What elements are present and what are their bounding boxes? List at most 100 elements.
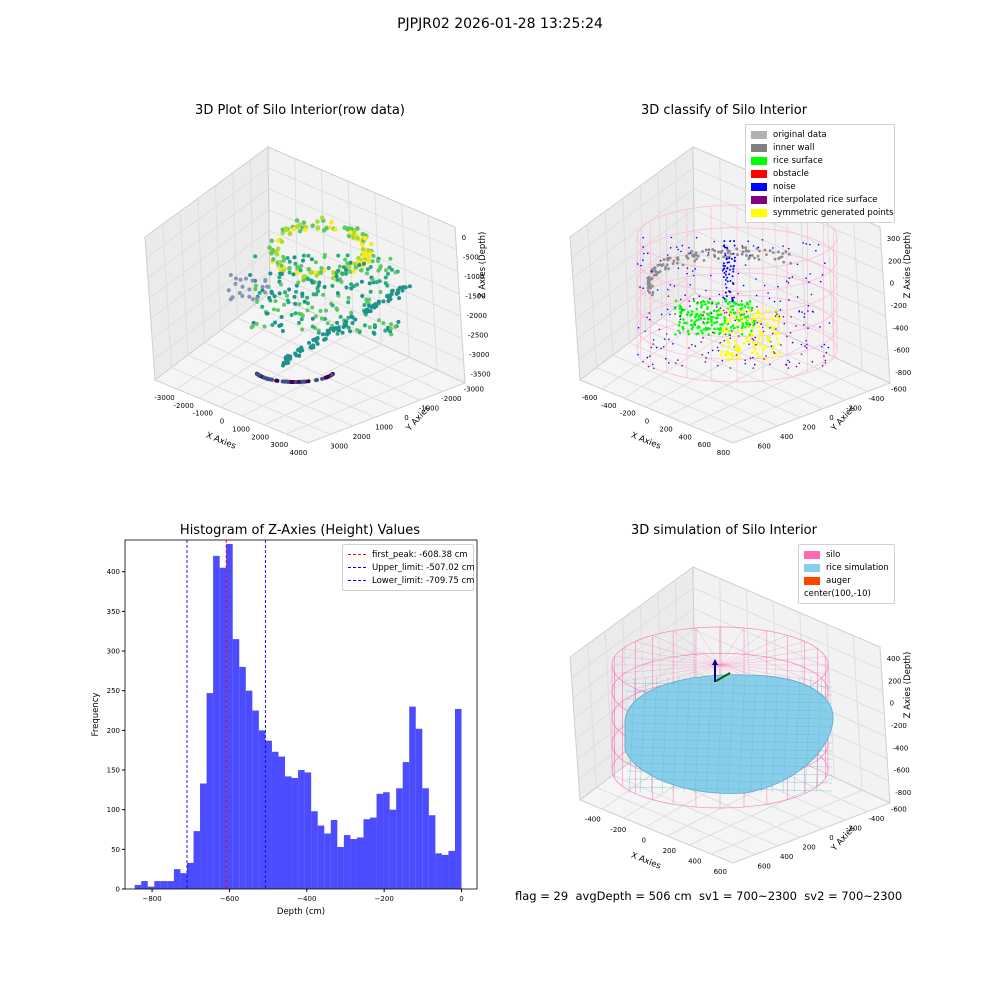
plot2-point [692,299,696,303]
plot1-point [319,266,324,271]
plot2-point [789,261,792,265]
plot2-point [744,246,748,250]
plot2-point [707,351,710,354]
plot4-silo-wire [719,664,818,682]
plot2-point [789,332,792,334]
plot1-point [297,228,303,234]
plot3-x-tick: −800 [142,895,161,903]
rice-surface-mesh [694,676,702,794]
plot2-point [730,257,733,260]
plot2-point [787,252,791,256]
plot2-point [723,267,726,270]
plot2-point [810,293,813,296]
plot2-point [823,355,825,357]
plot2-point [746,325,749,329]
plot2-point [648,291,652,295]
rice-surface-mesh [626,690,833,696]
plot2-point [725,318,729,322]
plot2-point [746,302,750,306]
histogram-bar [330,819,338,889]
plot2-point [743,310,746,313]
legend-label: original data [773,129,827,140]
plot1-z-tick: -2500 [468,331,488,339]
plot1-grid [285,369,438,435]
plot1-point [330,275,336,281]
plot1-point [346,300,351,305]
plot2-point [757,320,761,323]
plot2-point [651,284,654,288]
plot1-point [389,332,394,337]
plot2-point [719,341,722,344]
plot2-point [740,303,744,307]
plot2-point [753,363,756,366]
plot4-z-tick: -600 [894,767,910,775]
plot2-point [646,316,649,319]
plot3-y-tick: 150 [107,767,120,775]
plot2-point [667,288,669,291]
plot2-point [728,273,731,276]
plot4-grid [693,587,882,670]
plot2-point [773,352,776,354]
plot2-point [728,257,731,260]
plot2-point [709,318,713,322]
plot1-point [244,276,249,281]
plot2-point [769,327,771,329]
rice-surface-mesh [626,730,833,736]
plot3-y-tick: 400 [107,568,120,576]
plot2-point [774,309,778,312]
legend-label: Upper_limit: -507.02 cm [372,562,475,573]
plot1-point [368,264,373,269]
plot2-point [650,277,654,280]
plot1-point [293,311,298,316]
plot2-point [821,364,824,367]
plot2-point [770,326,774,330]
plot2-point [660,347,662,350]
histogram-bar [409,706,416,889]
plot1-grid [242,343,382,417]
plot1-point [313,337,318,342]
plot2-point [751,351,754,355]
plot1-x-tick: 1000 [232,425,250,433]
plot2-point [733,259,736,262]
plot2-point [728,314,731,316]
plot1-point [368,289,373,294]
legend-item: silo [804,548,889,561]
plot2-point [723,271,726,274]
plot2-point [805,243,808,245]
plot1-point [407,284,412,289]
plot2-point [675,362,677,364]
plot1-point [267,377,272,382]
plot2-grid [657,172,663,318]
plot2-point [750,329,753,333]
plot1-point [383,281,388,286]
plot2-point [697,314,701,318]
plot2-point [651,270,653,272]
plot2-point [702,328,706,331]
plot1-point [344,319,349,324]
histogram-bar [363,819,371,889]
plot1-point [297,302,302,307]
plot2-point [764,346,768,349]
plot2-point [763,248,767,252]
plot1-point [347,269,353,274]
plot2-point [824,359,827,362]
plot2-point [778,317,781,321]
plot2-point [672,259,676,263]
plot1-grid [268,229,461,317]
plot2-point [772,331,776,334]
plot2-point [759,333,762,336]
plot2-point [705,357,707,359]
plot2-point [721,359,724,362]
plot2-point [726,267,729,270]
plot2-point [755,355,759,359]
plot2-point [726,338,729,342]
plot1-point [346,315,351,320]
plot1-grid [269,271,464,362]
plot1-x-tick: -1000 [193,410,213,418]
rice-surface-mesh [727,676,735,794]
plot2-point [715,320,719,324]
plot4-silo-wire [652,635,721,666]
plot1-z-tick: -1500 [465,292,485,300]
plot2-point [806,343,808,346]
plot3-x-tick: −400 [297,895,316,903]
